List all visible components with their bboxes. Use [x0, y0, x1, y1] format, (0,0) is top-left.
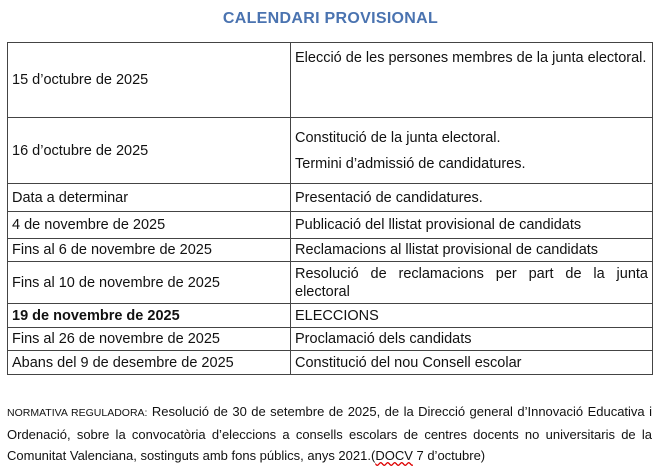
event-cell: ELECCIONS: [290, 303, 653, 328]
event-text: Publicació del llistat provisional de ca…: [295, 217, 582, 233]
table-row: 15 d’octubre de 2025 Elecció de les perso…: [7, 42, 653, 118]
event-cell: Reclamacions al llistat provisional de c…: [290, 238, 653, 262]
date-cell: 19 de novembre de 2025: [7, 303, 291, 328]
date-cell: Abans del 9 de desembre de 2025: [7, 350, 291, 375]
event-cell: Proclamació dels candidats: [290, 327, 653, 351]
event-text: ELECCIONS: [295, 307, 379, 324]
event-cell: Publicació del llistat provisional de ca…: [290, 211, 653, 239]
event-text: Presentació de candidatures.: [295, 189, 483, 206]
note-docv: DOCV: [375, 448, 413, 463]
table-row: Fins al 6 de novembre de 2025 Reclamacion…: [7, 238, 653, 262]
event-text: Elecció de les persones membres de la ju…: [295, 50, 647, 66]
page-title: CALENDARI PROVISIONAL: [222, 10, 439, 27]
calendar-table: 15 d’octubre de 2025 Elecció de les perso…: [7, 42, 653, 375]
date-cell: 4 de novembre de 2025: [7, 211, 291, 239]
table-row: Fins al 26 de novembre de 2025 Proclamaci…: [7, 327, 653, 351]
regulatory-note: NORMATIVA REGULADORA: Resolució de 30 de…: [7, 401, 652, 466]
table-row: Fins al 10 de novembre de 2025 Resolució …: [7, 261, 653, 304]
event-cell: Constitució del nou Consell escolar: [290, 350, 653, 375]
event-text: Resolució de reclamacions per part de la…: [295, 265, 648, 300]
event-text: Constitució del nou Consell escolar: [295, 354, 522, 371]
table-row: Data a determinar Presentació de candidat…: [7, 183, 653, 212]
date-cell: Fins al 26 de novembre de 2025: [7, 327, 291, 351]
note-tail: 7 d’octubre): [412, 448, 486, 463]
event-cell: Constitució de la junta electoral. Termin…: [290, 117, 653, 184]
note-text: Resolució de 30 de setembre de 2025, de …: [7, 404, 652, 463]
event-cell: Presentació de candidatures.: [290, 183, 653, 212]
event-cell: Resolució de reclamacions per part de la…: [290, 261, 653, 304]
date-cell: Fins al 6 de novembre de 2025: [7, 238, 291, 262]
table-row: Abans del 9 de desembre de 2025 Constituc…: [7, 350, 653, 375]
event-text: Constitució de la junta electoral.: [295, 129, 501, 146]
event-text: Termini d’admissió de candidatures.: [295, 155, 526, 172]
date-cell: Fins al 10 de novembre de 2025: [7, 261, 291, 304]
date-cell: 16 d’octubre de 2025: [7, 117, 291, 184]
date-cell: Data a determinar: [7, 183, 291, 212]
table-row: 4 de novembre de 2025 Publicació del llis…: [7, 211, 653, 239]
event-text: Proclamació dels candidats: [295, 331, 472, 347]
note-label: NORMATIVA REGULADORA:: [7, 407, 148, 419]
event-cell: Elecció de les persones membres de la ju…: [290, 42, 653, 118]
date-cell: 15 d’octubre de 2025: [7, 42, 291, 118]
table-row: 16 d’octubre de 2025 Constitució de la ju…: [7, 117, 653, 184]
event-text: Reclamacions al llistat provisional de c…: [295, 242, 599, 258]
table-row: 19 de novembre de 2025 ELECCIONS: [7, 303, 653, 328]
